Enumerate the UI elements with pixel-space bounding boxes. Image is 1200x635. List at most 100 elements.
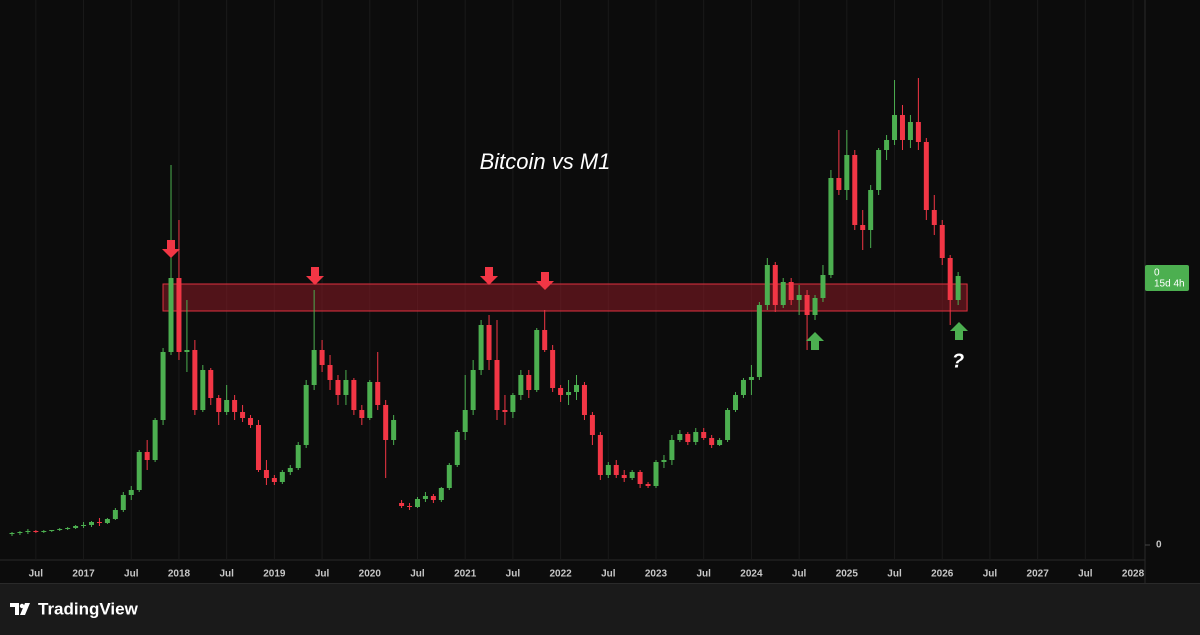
candle-body	[263, 470, 269, 478]
candle-body	[287, 468, 293, 472]
candle-body	[407, 506, 413, 507]
candle-body	[892, 115, 898, 140]
candle-body	[661, 460, 667, 462]
candle-body	[836, 178, 842, 190]
y-tick-label: 0	[1156, 540, 1162, 551]
candle-body	[279, 472, 285, 482]
candle-body	[510, 395, 516, 412]
candle-body	[748, 377, 754, 380]
price-tag-value: 0	[1154, 268, 1160, 279]
candle-body	[542, 330, 548, 350]
candle-body	[128, 490, 134, 495]
candle-body	[899, 115, 905, 140]
candle-body	[772, 265, 778, 305]
candle-body	[764, 265, 770, 305]
candle-body	[200, 370, 206, 410]
candle-body	[359, 410, 365, 418]
candle-body	[17, 532, 23, 533]
candle-body	[653, 462, 659, 486]
candle-body	[629, 472, 635, 478]
candle-body	[462, 410, 468, 432]
candle-body	[637, 472, 643, 484]
annotation: ?	[952, 350, 964, 372]
candle-body	[399, 503, 405, 506]
candle-body	[168, 278, 174, 352]
candle-body	[907, 122, 913, 140]
x-tick-label: Jul	[506, 569, 521, 580]
candle-body	[645, 484, 651, 486]
x-tick-label: 2020	[359, 569, 382, 580]
candle-body	[391, 420, 397, 440]
candle-body	[526, 375, 532, 390]
x-tick-label: Jul	[219, 569, 234, 580]
candle-body	[534, 330, 540, 390]
candle-body	[550, 350, 556, 388]
candle-body	[828, 178, 834, 275]
logo-mark	[19, 603, 25, 609]
price-tag	[1145, 265, 1189, 291]
candle-body	[868, 190, 874, 230]
candle-body	[915, 122, 921, 142]
candle-body	[939, 225, 945, 258]
candle-body	[176, 278, 182, 352]
candle-body	[685, 434, 691, 442]
candle-body	[120, 495, 126, 510]
candle-body	[931, 210, 937, 225]
candle-body	[820, 275, 826, 298]
candle-body	[876, 150, 882, 190]
logo-mark	[10, 603, 19, 615]
candle-body	[184, 350, 190, 352]
candle-body	[81, 525, 87, 526]
candle-body	[804, 295, 810, 315]
candle-body	[478, 325, 484, 370]
plot	[9, 78, 968, 536]
x-tick-label: Jul	[983, 569, 998, 580]
candle-body	[558, 388, 564, 395]
candle-body	[295, 445, 301, 468]
x-tick-label: 2027	[1027, 569, 1050, 580]
candle-body	[717, 440, 723, 445]
candle-body	[152, 420, 158, 460]
candle-body	[955, 276, 961, 300]
candle-body	[494, 360, 500, 410]
candle-body	[740, 380, 746, 395]
candle-body	[621, 475, 627, 478]
x-tick-label: 2025	[836, 569, 859, 580]
price-tag-countdown: 15d 4h	[1154, 279, 1185, 290]
candle-body	[41, 531, 47, 532]
arrows	[162, 240, 968, 350]
candle-body	[733, 395, 739, 410]
candle-body	[566, 392, 572, 395]
candle-body	[438, 488, 444, 500]
candle-body	[852, 155, 858, 225]
candle-body	[112, 510, 118, 519]
candle-body	[884, 140, 890, 150]
candle-body	[271, 478, 277, 482]
candle-body	[49, 530, 55, 531]
candle-body	[430, 496, 436, 500]
candle-body	[709, 438, 715, 445]
candle-body	[136, 452, 142, 490]
candle-body	[327, 365, 333, 380]
x-tick-label: Jul	[29, 569, 44, 580]
candle-body	[502, 410, 508, 412]
x-tick-label: 2022	[549, 569, 572, 580]
zone	[162, 283, 968, 312]
brand: TradingView	[38, 599, 139, 618]
x-tick-label: Jul	[887, 569, 902, 580]
x-tick-label: 2024	[740, 569, 763, 580]
candle-body	[303, 385, 309, 445]
candle-body	[860, 225, 866, 230]
candle-body	[367, 382, 373, 418]
x-tick-label: Jul	[410, 569, 425, 580]
candle-body	[335, 380, 341, 395]
candle-body	[486, 325, 492, 360]
candle-body	[454, 432, 460, 465]
candle-body	[240, 412, 246, 418]
x-tick-label: Jul	[124, 569, 139, 580]
brand-logo: TradingView	[10, 599, 139, 618]
candle-body	[574, 385, 579, 392]
candle-body	[693, 432, 699, 442]
